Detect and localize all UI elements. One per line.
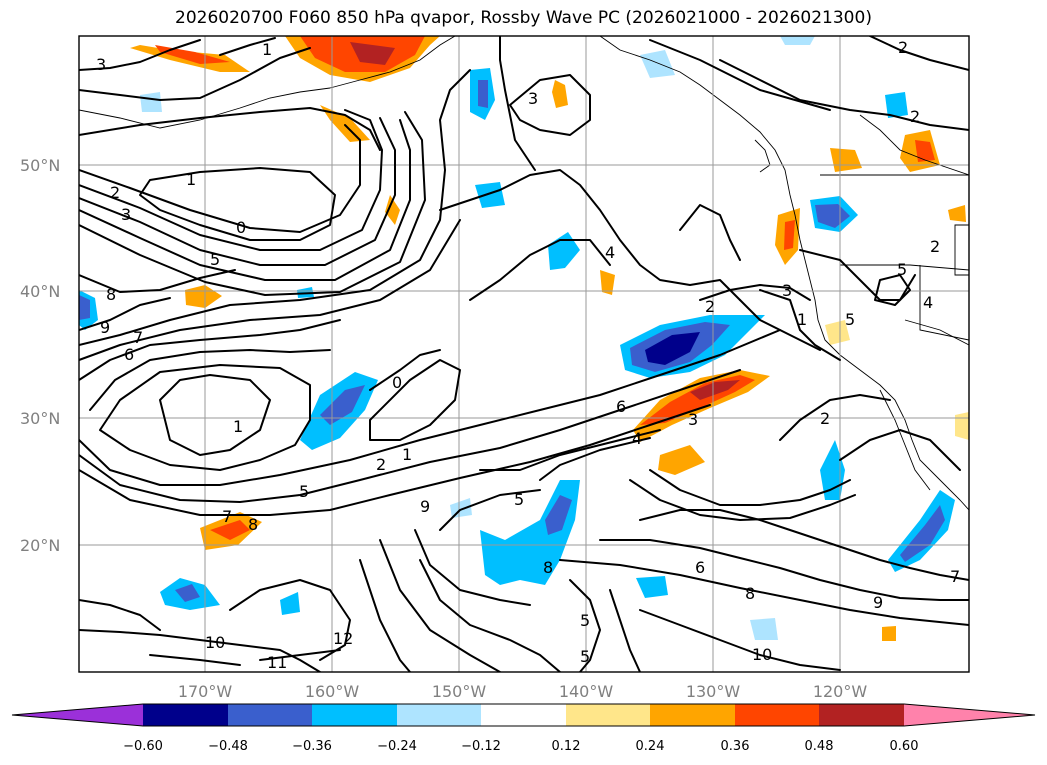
colorbar-tick-label: −0.48 (208, 739, 248, 754)
colorbar-tick-label: −0.60 (123, 739, 163, 754)
contour-label: 8 (745, 584, 755, 603)
contour-label: 5 (580, 611, 590, 630)
contour-label: 5 (299, 482, 309, 501)
colorbar-right-extension (904, 704, 1035, 726)
contour-label: 3 (782, 281, 792, 300)
colorbar-segment (650, 704, 735, 726)
latitude-labels: 50°N 40°N 30°N 20°N (20, 156, 60, 555)
contour-label: 3 (688, 410, 698, 429)
contour-label: 2 (910, 107, 920, 126)
colorbar-segment (397, 704, 481, 726)
contour-label: 5 (514, 490, 524, 509)
lat-label: 20°N (20, 536, 60, 555)
contour-label: 10 (205, 633, 225, 652)
colorbar-segment (312, 704, 397, 726)
contour-label: 5 (897, 260, 907, 279)
colorbar-tick-label: 0.60 (890, 739, 919, 754)
contour-label: 10 (752, 645, 772, 664)
contour-label: 9 (873, 593, 883, 612)
contour-label: 2 (820, 409, 830, 428)
shaded-anomaly-layer (79, 36, 969, 641)
colorbar-segment (566, 704, 650, 726)
contour-label: 6 (695, 558, 705, 577)
contour-label: 0 (392, 373, 402, 392)
contour-label-layer: 1 3 3 2 2 1 2 3 0 5 8 9 7 6 4 2 3 2 5 4 … (96, 38, 960, 672)
lon-label: 170°W (178, 682, 233, 701)
colorbar-tick-label: 0.36 (721, 739, 750, 754)
colorbar-segment (143, 704, 228, 726)
contour-label: 11 (267, 653, 287, 672)
contour-label: 2 (110, 183, 120, 202)
colorbar-tick-label: 0.24 (636, 739, 665, 754)
contour-layer (79, 36, 969, 672)
contour-label: 1 (402, 445, 412, 464)
colorbar-segment (735, 704, 819, 726)
contour-label: 3 (528, 89, 538, 108)
colorbar-tick-label: 0.48 (805, 739, 834, 754)
lon-label: 120°W (813, 682, 868, 701)
lon-label: 140°W (559, 682, 614, 701)
contour-label: 12 (333, 629, 353, 648)
contour-label: 8 (543, 558, 553, 577)
contour-label: 5 (210, 250, 220, 269)
colorbar-left-extension (12, 704, 143, 726)
colorbar-tick-label: 0.12 (552, 739, 581, 754)
contour-label: 1 (186, 170, 196, 189)
contour-label: 2 (376, 455, 386, 474)
colorbar-segment (819, 704, 904, 726)
contour-label: 2 (930, 237, 940, 256)
colorbar: −0.60 −0.48 −0.36 −0.24 −0.12 0.12 0.24 … (11, 703, 1036, 754)
contour-label: 7 (222, 507, 232, 526)
contour-label: 4 (632, 429, 642, 448)
coastline-layer (79, 36, 969, 511)
contour-label: 0 (236, 218, 246, 237)
contour-label: 1 (797, 310, 807, 329)
contour-label: 8 (106, 285, 116, 304)
contour-label: 4 (605, 243, 615, 262)
contour-label: 2 (705, 297, 715, 316)
contour-label: 4 (923, 293, 933, 312)
contour-label: 3 (121, 205, 131, 224)
contour-label: 9 (420, 497, 430, 516)
contour-label: 8 (248, 515, 258, 534)
contour-label: 7 (950, 567, 960, 586)
colorbar-tick-label: −0.36 (292, 739, 332, 754)
lon-label: 150°W (432, 682, 487, 701)
contour-label: 5 (845, 310, 855, 329)
contour-label: 1 (262, 40, 272, 59)
map-frame (78, 35, 970, 673)
colorbar-tick-label: −0.12 (461, 739, 501, 754)
contour-label: 6 (616, 397, 626, 416)
longitude-labels: 170°W 160°W 150°W 140°W 130°W 120°W (178, 682, 868, 701)
contour-label: 6 (124, 345, 134, 364)
colorbar-segment (228, 704, 312, 726)
contour-label: 7 (133, 328, 143, 347)
graticule (79, 36, 969, 672)
contour-label: 9 (100, 318, 110, 337)
colorbar-tick-label: −0.24 (377, 739, 417, 754)
contour-label: 2 (898, 38, 908, 57)
contour-label: 1 (233, 417, 243, 436)
lat-label: 30°N (20, 409, 60, 428)
lat-label: 40°N (20, 282, 60, 301)
lon-label: 130°W (686, 682, 741, 701)
map-title: 2026020700 F060 850 hPa qvapor, Rossby W… (175, 8, 872, 28)
contour-label: 3 (96, 55, 106, 74)
contour-label: 5 (580, 647, 590, 666)
lon-label: 160°W (305, 682, 360, 701)
colorbar-segment (481, 704, 566, 726)
lat-label: 50°N (20, 156, 60, 175)
